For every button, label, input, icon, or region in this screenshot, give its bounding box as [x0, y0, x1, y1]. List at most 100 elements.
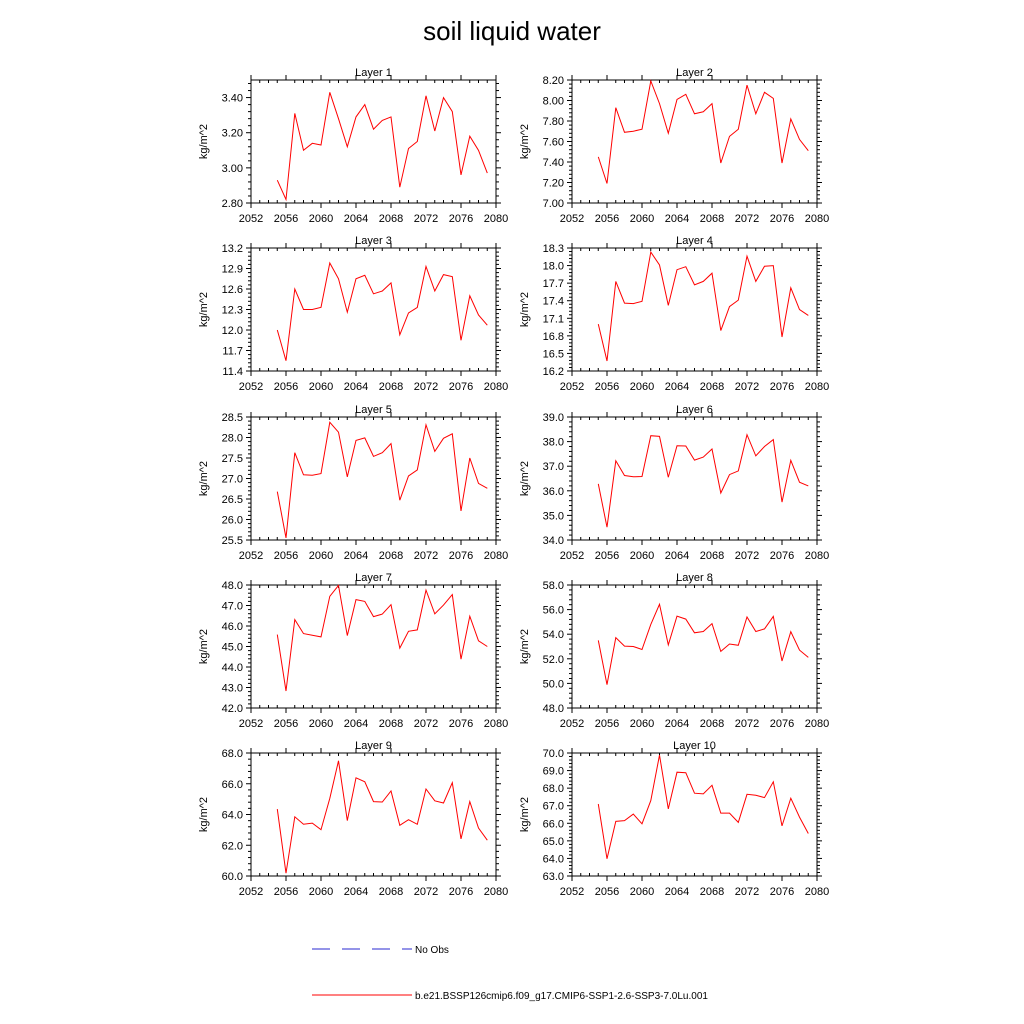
x-tick-label: 2060 — [309, 213, 333, 225]
y-tick-label: 66.0 — [543, 818, 564, 830]
x-tick-label: 2068 — [700, 213, 724, 225]
x-tick-label: 2052 — [560, 213, 584, 225]
y-tick-label: 45.0 — [222, 642, 243, 654]
y-axis-label: kg/m^2 — [519, 797, 531, 832]
y-axis-label: kg/m^2 — [198, 797, 210, 832]
panel-layer-5: Layer 5 kg/m^2 2052 2056 2060 2064 2068 2072 207… — [198, 404, 508, 562]
x-tick-label: 2068 — [379, 718, 403, 730]
y-tick-label: 64.0 — [222, 810, 243, 822]
x-tick-label: 2056 — [595, 213, 619, 225]
x-tick-label: 2072 — [414, 213, 438, 225]
y-tick-label: 12.6 — [222, 284, 243, 296]
y-tick-label: 70.0 — [543, 748, 564, 760]
plot-frame — [571, 584, 818, 709]
y-tick-label: 46.0 — [222, 621, 243, 633]
y-tick-label: 3.00 — [222, 163, 243, 175]
panel-title: Layer 4 — [676, 235, 713, 247]
x-tick-label: 2052 — [239, 718, 263, 730]
x-tick-label: 2060 — [630, 550, 654, 562]
x-tick-label: 2056 — [274, 381, 298, 393]
y-tick-label: 37.0 — [543, 461, 564, 473]
y-tick-label: 65.0 — [543, 836, 564, 848]
y-tick-label: 7.60 — [543, 137, 564, 149]
panel-layer-2: Layer 2 kg/m^2 2052 2056 2060 2064 2068 2072 207… — [519, 67, 829, 225]
y-axis-label: kg/m^2 — [519, 629, 531, 664]
y-tick-label: 28.5 — [222, 412, 243, 424]
plot-frame — [250, 752, 497, 877]
panel-title: Layer 9 — [355, 740, 392, 752]
x-tick-label: 2064 — [665, 718, 689, 730]
y-tick-label: 38.0 — [543, 437, 564, 449]
x-tick-label: 2076 — [449, 550, 473, 562]
x-tick-label: 2056 — [274, 550, 298, 562]
y-tick-label: 7.20 — [543, 178, 564, 190]
y-tick-label: 67.0 — [543, 801, 564, 813]
x-tick-label: 2068 — [700, 718, 724, 730]
panel-layer-10: Layer 10 kg/m^2 2052 2056 2060 2064 2068 2072 20… — [519, 740, 829, 898]
legend-obs-label: No Obs — [415, 945, 449, 956]
x-tick-label: 2056 — [595, 550, 619, 562]
y-tick-label: 66.0 — [222, 779, 243, 791]
y-tick-label: 39.0 — [543, 412, 564, 424]
y-tick-label: 35.0 — [543, 510, 564, 522]
x-tick-label: 2076 — [449, 213, 473, 225]
y-axis-label: kg/m^2 — [198, 629, 210, 664]
panel-layer-1: Layer 1 kg/m^2 2052 2056 2060 2064 2068 2072 207… — [198, 67, 508, 225]
x-tick-label: 2080 — [805, 886, 829, 898]
y-tick-label: 7.00 — [543, 198, 564, 210]
panel-layer-9: Layer 9 kg/m^2 2052 2056 2060 2064 2068 2072 207… — [198, 740, 508, 898]
y-tick-label: 27.0 — [222, 474, 243, 486]
x-tick-label: 2052 — [560, 381, 584, 393]
y-tick-label: 17.7 — [543, 278, 564, 290]
x-tick-label: 2056 — [274, 213, 298, 225]
y-axis-label: kg/m^2 — [198, 292, 210, 327]
y-axis-label: kg/m^2 — [198, 124, 210, 159]
y-tick-label: 44.0 — [222, 662, 243, 674]
panel-title: Layer 6 — [676, 404, 713, 416]
x-tick-label: 2052 — [239, 886, 263, 898]
series-line — [597, 79, 809, 184]
plot-frame — [571, 79, 818, 204]
y-tick-label: 17.4 — [543, 296, 564, 308]
x-tick-label: 2072 — [414, 718, 438, 730]
y-tick-label: 54.0 — [543, 629, 564, 641]
x-tick-label: 2080 — [484, 718, 508, 730]
series-line — [276, 584, 488, 692]
series-line — [276, 760, 488, 874]
x-tick-label: 2080 — [484, 381, 508, 393]
x-tick-label: 2080 — [805, 381, 829, 393]
y-tick-label: 27.5 — [222, 453, 243, 465]
x-tick-label: 2056 — [274, 886, 298, 898]
panel-layer-7: Layer 7 kg/m^2 2052 2056 2060 2064 2068 2072 207… — [198, 572, 508, 730]
y-tick-label: 68.0 — [543, 783, 564, 795]
x-tick-label: 2052 — [239, 550, 263, 562]
x-tick-label: 2060 — [630, 886, 654, 898]
y-tick-label: 11.4 — [222, 366, 243, 378]
series-line — [597, 755, 809, 859]
x-tick-label: 2080 — [805, 718, 829, 730]
x-tick-label: 2052 — [239, 381, 263, 393]
y-tick-label: 63.0 — [543, 871, 564, 883]
x-tick-label: 2056 — [595, 886, 619, 898]
x-tick-label: 2080 — [805, 550, 829, 562]
x-tick-label: 2072 — [414, 886, 438, 898]
x-tick-label: 2052 — [239, 213, 263, 225]
series-line — [597, 602, 809, 685]
x-tick-label: 2076 — [770, 886, 794, 898]
x-tick-label: 2072 — [735, 718, 759, 730]
y-tick-label: 62.0 — [222, 840, 243, 852]
panel-title: Layer 8 — [676, 572, 713, 584]
y-tick-label: 25.5 — [222, 535, 243, 547]
y-tick-label: 47.0 — [222, 601, 243, 613]
x-tick-label: 2052 — [560, 550, 584, 562]
x-tick-label: 2080 — [484, 550, 508, 562]
y-tick-label: 7.40 — [543, 157, 564, 169]
series-line — [276, 92, 488, 202]
x-tick-label: 2056 — [595, 718, 619, 730]
x-tick-label: 2064 — [344, 886, 368, 898]
x-tick-label: 2064 — [344, 213, 368, 225]
y-tick-label: 7.80 — [543, 116, 564, 128]
x-tick-label: 2060 — [630, 381, 654, 393]
y-tick-label: 16.5 — [543, 348, 564, 360]
